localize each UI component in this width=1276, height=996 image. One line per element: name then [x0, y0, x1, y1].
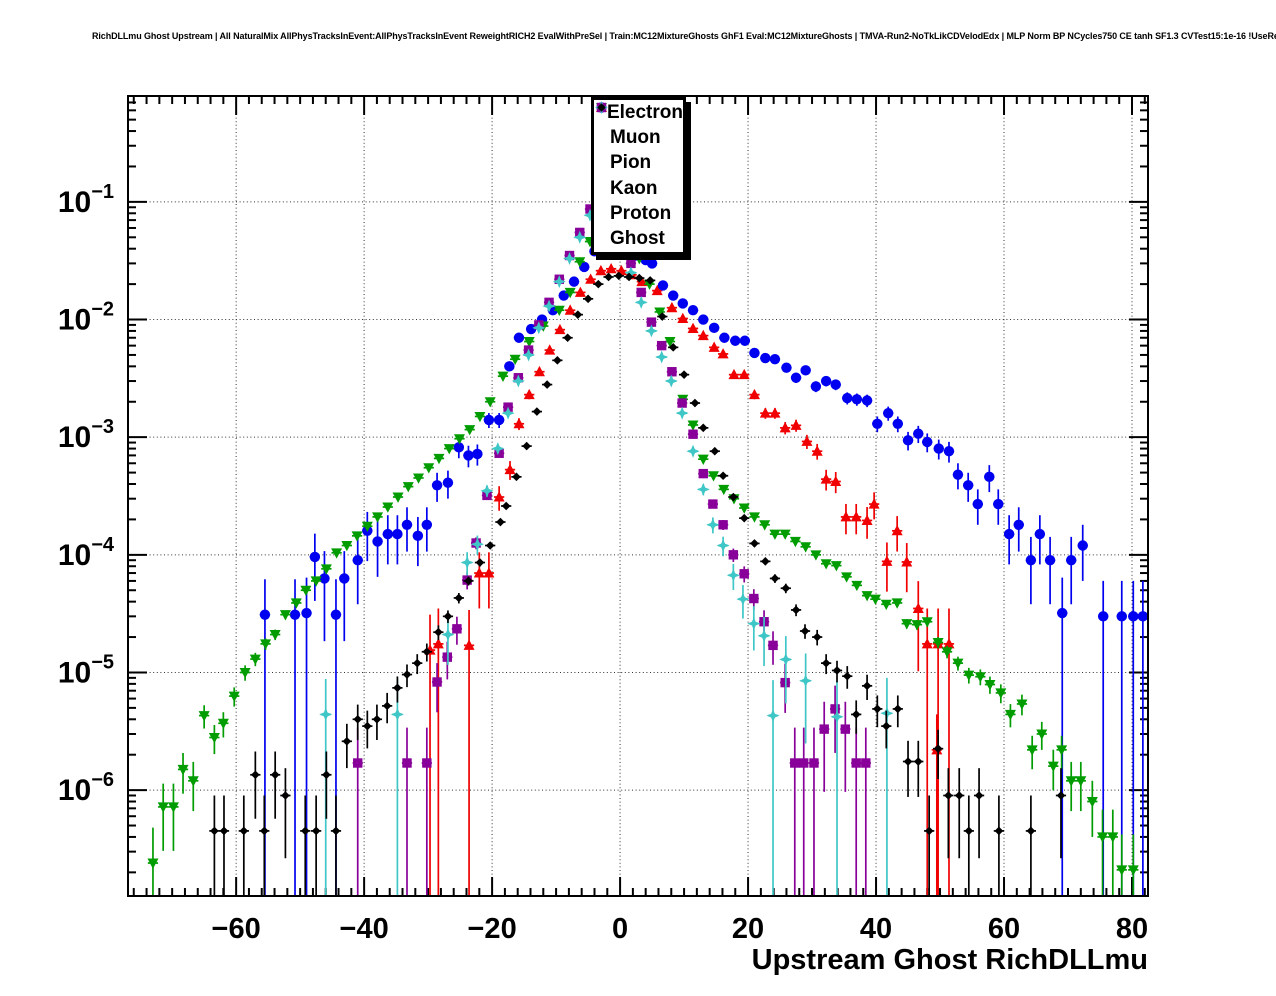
svg-text:10−4: 10−4 — [58, 534, 115, 572]
legend-label: Proton — [610, 202, 672, 224]
legend-item-pion: Pion — [594, 103, 683, 176]
legend-item-ghost: Ghost — [594, 103, 683, 251]
legend-label: Kaon — [610, 177, 658, 199]
svg-text:80: 80 — [1116, 913, 1148, 945]
x-axis-title: Upstream Ghost RichDLLmu — [751, 944, 1148, 976]
legend-item-proton: Proton — [594, 101, 683, 226]
legend-label: Electron — [606, 101, 683, 123]
svg-text:20: 20 — [732, 913, 764, 945]
svg-text:−40: −40 — [340, 913, 389, 945]
legend-item-muon: Muon — [594, 102, 683, 150]
legend-label: Ghost — [610, 228, 665, 250]
legend-box: Electron Muon Pion Kaon Proton Ghost — [591, 97, 686, 255]
legend-label: Pion — [610, 152, 652, 174]
svg-text:0: 0 — [612, 913, 628, 945]
legend-label: Muon — [610, 126, 661, 148]
svg-text:10−5: 10−5 — [58, 651, 114, 689]
svg-text:40: 40 — [860, 913, 892, 945]
svg-text:−20: −20 — [468, 913, 517, 945]
plot-title: RichDLLmu Ghost Upstream | All NaturalMi… — [92, 31, 1276, 41]
svg-text:−60: −60 — [212, 913, 261, 945]
svg-text:60: 60 — [988, 913, 1020, 945]
legend-item-kaon: Kaon — [594, 102, 683, 201]
svg-text:10−2: 10−2 — [58, 299, 114, 337]
